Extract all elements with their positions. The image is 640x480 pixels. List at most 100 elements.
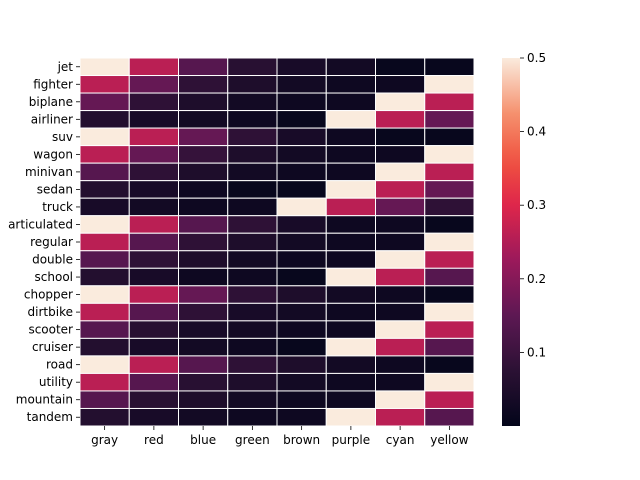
heatmap-cell	[178, 232, 229, 252]
row-label: minivan	[25, 165, 73, 179]
heatmap-cell	[178, 92, 229, 112]
row-label: jet	[57, 60, 74, 74]
heatmap-cell	[79, 320, 130, 339]
heatmap-cell	[79, 197, 130, 217]
heatmap-cell	[276, 320, 327, 339]
heatmap-cell	[424, 110, 475, 129]
heatmap-cell	[325, 302, 376, 322]
heatmap-cell	[276, 355, 327, 374]
heatmap-cell	[79, 250, 130, 269]
row-label: utility	[39, 375, 73, 389]
heatmap-cell	[178, 127, 229, 147]
heatmap-cell	[178, 162, 229, 182]
heatmap-cell	[128, 372, 179, 392]
heatmap-cell	[79, 110, 130, 129]
heatmap-cell	[325, 390, 376, 409]
column-labels: gray red blue green brown purple cyan yellow	[91, 426, 469, 447]
heatmap-cell	[424, 372, 475, 392]
heatmap-cell	[375, 215, 426, 234]
heatmap-cell	[128, 337, 179, 357]
heatmap-cell	[424, 390, 475, 409]
heatmap-cell	[227, 285, 278, 304]
row-label: cruiser	[32, 340, 73, 354]
heatmap-cell	[128, 110, 179, 129]
row-label: mountain	[16, 393, 73, 407]
heatmap-cell	[276, 267, 327, 287]
row-label: fighter	[33, 77, 73, 91]
heatmap-cell	[227, 110, 278, 129]
heatmap-cell	[128, 355, 179, 374]
row-label: school	[35, 270, 73, 284]
heatmap-cell	[79, 355, 130, 374]
heatmap-cell	[276, 390, 327, 409]
heatmap-cell	[128, 232, 179, 252]
heatmap-cell	[178, 180, 229, 199]
row-label: airliner	[31, 112, 73, 126]
row-label: regular	[30, 235, 73, 249]
heatmap-cell	[79, 162, 130, 182]
row-labels: jet fighter biplane airliner suv wagon minivan…	[8, 60, 80, 424]
row-label: wagon	[33, 147, 73, 161]
heatmap-cell	[128, 180, 179, 199]
column-label: blue	[190, 433, 216, 447]
heatmap-cell	[375, 302, 426, 322]
heatmap-cell	[276, 162, 327, 182]
heatmap-cell	[227, 180, 278, 199]
heatmap-cell	[325, 232, 376, 252]
heatmap-cell	[325, 127, 376, 147]
heatmap-cell	[178, 320, 229, 339]
heatmap-cell	[227, 57, 278, 77]
row-label: scooter	[28, 323, 73, 337]
heatmap-cell	[178, 110, 229, 129]
heatmap-cell	[227, 162, 278, 182]
colorbar-tick-label: 0.1	[527, 345, 546, 359]
heatmap-cell	[276, 197, 327, 217]
heatmap-cell	[375, 75, 426, 94]
heatmap-cell	[178, 267, 229, 287]
heatmap-cell	[375, 285, 426, 304]
heatmap-cell	[276, 75, 327, 94]
heatmap-cell	[178, 57, 229, 77]
row-label: sedan	[37, 182, 73, 196]
heatmap-cell	[79, 57, 130, 77]
heatmap-cell	[128, 162, 179, 182]
heatmap-cell	[325, 337, 376, 357]
column-label: gray	[91, 433, 118, 447]
heatmap-cell	[227, 302, 278, 322]
heatmap-cell	[375, 267, 426, 287]
heatmap-cell	[424, 285, 475, 304]
heatmap-cell	[79, 127, 130, 147]
heatmap-cell	[424, 355, 475, 374]
heatmap-cell	[325, 145, 376, 164]
heatmap-cell	[325, 57, 376, 77]
heatmap-cell	[178, 145, 229, 164]
heatmap-cell	[128, 302, 179, 322]
row-label: chopper	[24, 288, 73, 302]
heatmap-cell	[276, 145, 327, 164]
heatmap-cell	[424, 337, 475, 357]
heatmap-cell	[276, 250, 327, 269]
heatmap-cell	[424, 92, 475, 112]
heatmap-cell	[178, 390, 229, 409]
heatmap-cell	[424, 232, 475, 252]
heatmap-cell	[227, 355, 278, 374]
heatmap-cell	[375, 372, 426, 392]
heatmap-cell	[128, 145, 179, 164]
heatmap-cell	[128, 407, 179, 427]
heatmap-cell	[276, 285, 327, 304]
heatmap-cell	[128, 390, 179, 409]
heatmap-cell	[128, 285, 179, 304]
column-label: yellow	[430, 433, 468, 447]
heatmap-cell	[424, 127, 475, 147]
column-label: purple	[332, 433, 371, 447]
heatmap-cell	[79, 75, 130, 94]
heatmap-cell	[178, 197, 229, 217]
heatmap-cell	[424, 75, 475, 94]
heatmap-cell	[79, 145, 130, 164]
heatmap-cell	[178, 285, 229, 304]
heatmap-cell	[424, 302, 475, 322]
heatmap-cell	[424, 407, 475, 427]
heatmap-cell	[227, 75, 278, 94]
heatmap-cell	[227, 337, 278, 357]
